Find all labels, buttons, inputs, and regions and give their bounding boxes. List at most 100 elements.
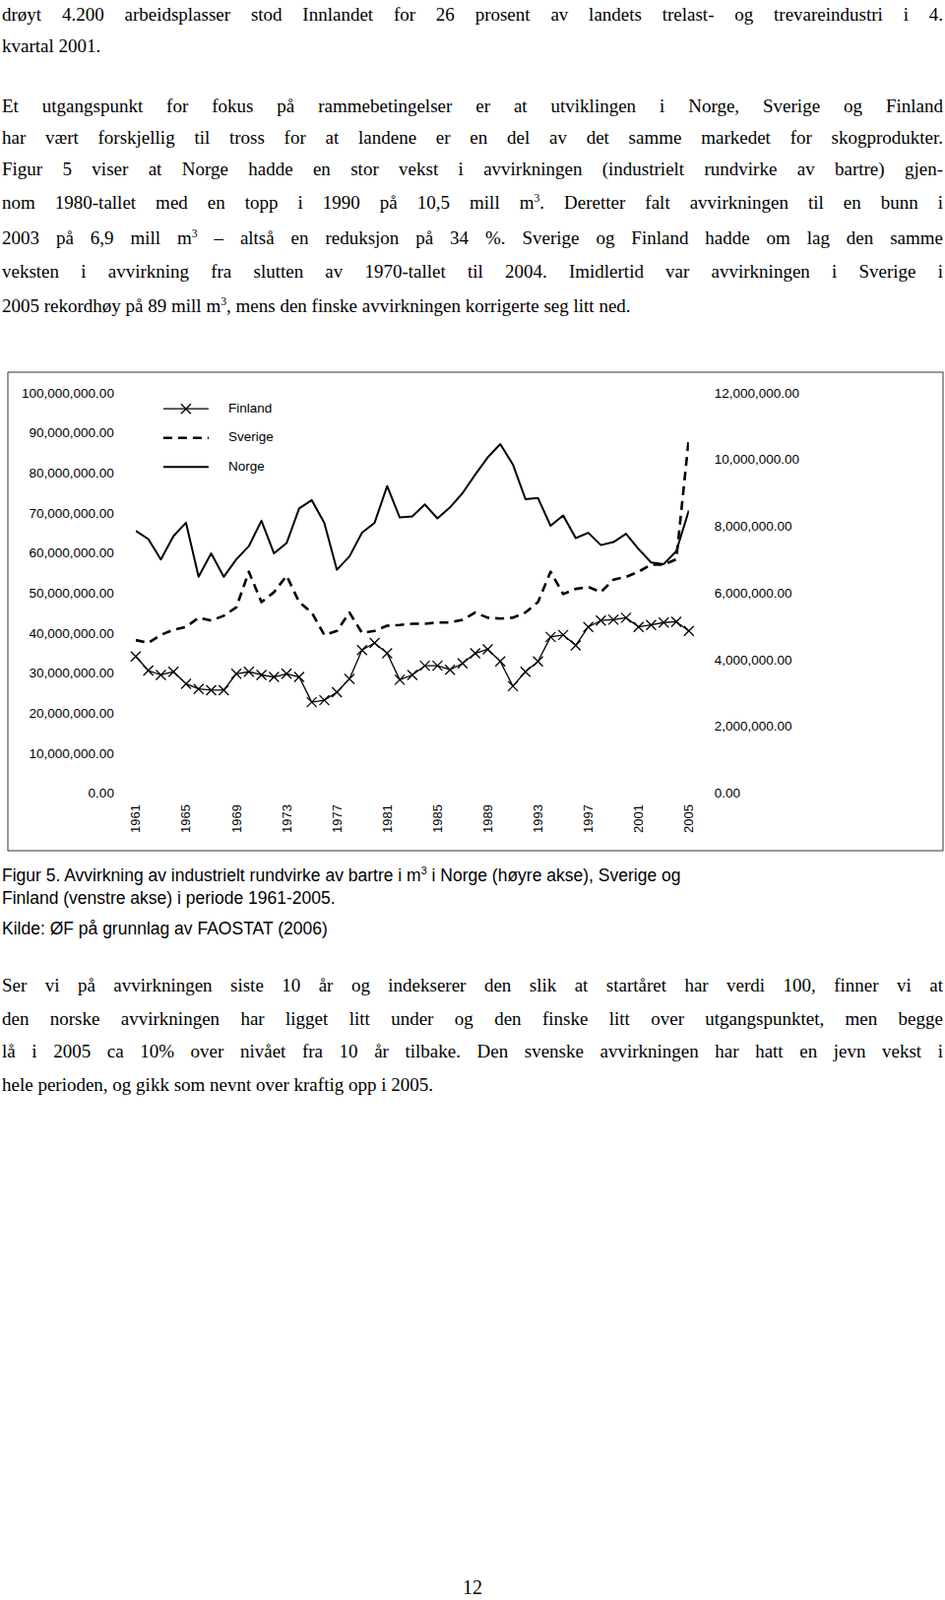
marker-stroke: [370, 637, 380, 648]
marker-stroke: [168, 666, 179, 677]
point-marker: [507, 681, 518, 692]
text-run: , mens den finske avvirkningen korrigert…: [226, 295, 631, 316]
text-run: . Deretter falt avvirkningen til en bunn…: [539, 191, 944, 213]
paragraph-line: Figur 5 viser at Norge hadde en stor vek…: [1, 157, 944, 182]
marker-stroke: [130, 651, 141, 662]
point-marker: [495, 656, 505, 667]
marker-stroke: [671, 616, 682, 627]
marker-stroke: [420, 660, 431, 671]
point-marker: [181, 678, 191, 689]
point-marker: [482, 643, 493, 654]
point-marker: [444, 664, 455, 675]
marker-stroke: [331, 687, 342, 697]
marker-stroke: [595, 615, 606, 626]
legend-label: Sverige: [228, 429, 274, 444]
legend-label: Norge: [228, 458, 265, 474]
point-marker: [621, 612, 631, 623]
paragraph-line: Ser vi på avvirkningen siste 10 år og in…: [1, 973, 944, 998]
marker-stroke: [268, 672, 279, 683]
legend-label: Finland: [228, 400, 272, 416]
figure-source: Kilde: ØF på grunnlag av FAOSTAT (2006): [1, 917, 944, 940]
text-run: – altså en reduksjon på 34 %. Sverige og…: [197, 227, 944, 249]
y2-tick-label: 4,000,000.00: [714, 652, 793, 668]
marker-stroke: [155, 669, 166, 680]
marker-stroke: [684, 626, 694, 636]
superscript: 3: [220, 295, 227, 309]
marker-stroke: [168, 666, 179, 677]
marker-stroke: [130, 651, 141, 662]
x-tick-label: 1981: [379, 804, 395, 833]
marker-stroke: [558, 630, 568, 640]
paragraph-line: veksten i avvirkning fra slutten av 1970…: [1, 259, 944, 284]
marker-stroke: [608, 614, 619, 625]
text-run: Ser vi på avvirkningen siste 10 år og in…: [1, 974, 944, 996]
marker-stroke: [495, 656, 505, 667]
text-run: har vært forskjellig til tross for at la…: [1, 126, 944, 148]
marker-stroke: [218, 685, 229, 695]
point-marker: [244, 666, 254, 677]
point-marker: [684, 626, 694, 636]
marker-stroke: [318, 694, 329, 705]
marker-stroke: [432, 660, 442, 671]
y-tick-label: 10,000,000.00: [29, 746, 115, 761]
point-marker: [570, 639, 581, 650]
marker-stroke: [193, 684, 204, 694]
point-marker: [457, 658, 468, 669]
y-tick-label: 30,000,000.00: [29, 665, 115, 681]
point-marker: [608, 614, 619, 625]
page: drøyt 4.200 arbeidsplasser stod Innlande…: [0, 0, 945, 1600]
chart: 0.00 10,000,000.00 20,000,000.00 30,000,000…: [0, 354, 945, 867]
figure-caption: Figur 5. Avvirkning av industrielt rundv…: [1, 864, 944, 886]
superscript: 3: [421, 864, 428, 877]
point-marker: [357, 644, 368, 655]
text-run: 2003 på 6,9 mill m: [1, 227, 192, 249]
marker-stroke: [394, 674, 405, 685]
point-marker: [206, 685, 217, 695]
y2-tick-label: 0.00: [714, 785, 741, 801]
point-marker: [155, 669, 166, 680]
marker-stroke: [457, 658, 468, 669]
marker-stroke: [155, 669, 166, 680]
point-marker: [268, 672, 279, 683]
point-marker: [218, 685, 229, 695]
marker-stroke: [244, 666, 254, 677]
marker-stroke: [268, 672, 279, 683]
marker-stroke: [545, 631, 556, 642]
marker-stroke: [357, 644, 368, 655]
marker-stroke: [583, 622, 594, 632]
marker-stroke: [294, 672, 305, 683]
y2-tick-label: 6,000,000.00: [714, 585, 793, 601]
marker-stroke: [645, 620, 656, 630]
marker-stroke: [143, 665, 154, 676]
point-marker: [432, 660, 442, 671]
y-tick-label: 70,000,000.00: [29, 505, 115, 521]
marker-stroke: [545, 631, 556, 642]
point-marker: [143, 665, 154, 676]
point-marker: [193, 684, 204, 694]
y-tick-label: 20,000,000.00: [29, 705, 115, 721]
text-run: Et utgangspunkt for fokus på rammebeting…: [1, 95, 944, 117]
marker-stroke: [608, 614, 619, 625]
marker-stroke: [344, 674, 355, 685]
series-line: [135, 617, 690, 702]
point-marker: [307, 696, 317, 707]
marker-stroke: [495, 656, 505, 667]
marker-stroke: [407, 669, 418, 680]
x-tick-label: 1961: [127, 804, 143, 833]
marker-stroke: [206, 685, 217, 695]
paragraph-line: har vært forskjellig til tross for at la…: [1, 126, 944, 150]
text-run: 2005 rekordhøy på 89 mill m: [1, 295, 221, 316]
marker-stroke: [231, 668, 242, 679]
point-marker: [470, 648, 481, 659]
point-marker: [533, 656, 544, 667]
point-marker: [583, 622, 594, 632]
marker-stroke: [658, 617, 669, 628]
marker-stroke: [621, 612, 631, 623]
paragraph-line: 2003 på 6,9 mill m3 – altså en reduksjon…: [1, 226, 944, 251]
plot-area: [135, 438, 690, 702]
paragraph-line: hele perioden, og gikk som nevnt over kr…: [1, 1072, 944, 1097]
marker-stroke: [457, 658, 468, 669]
marker-stroke: [231, 668, 242, 679]
marker-stroke: [444, 664, 455, 675]
marker-stroke: [583, 622, 594, 632]
